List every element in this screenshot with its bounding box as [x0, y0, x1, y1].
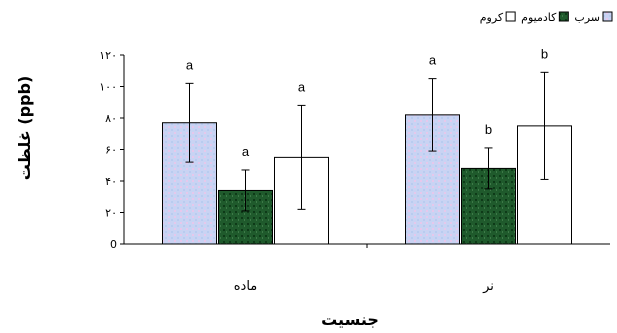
x-tick-label: ماده — [234, 279, 258, 294]
legend-label: کروم — [480, 11, 504, 24]
x-tick-label: نر — [482, 279, 494, 294]
y-tick-label: 0 — [110, 238, 117, 251]
legend: سرب کادمیوم کروم — [480, 11, 613, 24]
legend-label: سرب — [574, 11, 600, 24]
legend-label: کادمیوم — [521, 11, 557, 24]
significance-letter: a — [298, 79, 306, 94]
y-tick-label: ۱۲۰ — [99, 49, 117, 62]
significance-letter: a — [429, 53, 437, 68]
legend-swatch — [602, 11, 613, 22]
significance-letter: b — [485, 122, 492, 137]
bars: a a a a b b — [162, 46, 572, 245]
y-tick-label: ۲۰ — [105, 207, 117, 220]
y-tick-label: ۶۰ — [105, 144, 117, 157]
x-axis-title: جنسیت — [321, 310, 379, 329]
y-tick-label: ۴۰ — [105, 175, 117, 188]
significance-letter: a — [186, 57, 194, 72]
significance-letter: b — [541, 46, 548, 61]
y-axis-title: غلظت (ppb) — [15, 76, 34, 181]
legend-swatch — [558, 11, 569, 22]
legend-swatch — [505, 11, 516, 22]
y-tick-label: ۱۰۰ — [99, 81, 117, 94]
y-tick-label: ۸۰ — [105, 112, 117, 125]
significance-letter: a — [242, 144, 250, 159]
